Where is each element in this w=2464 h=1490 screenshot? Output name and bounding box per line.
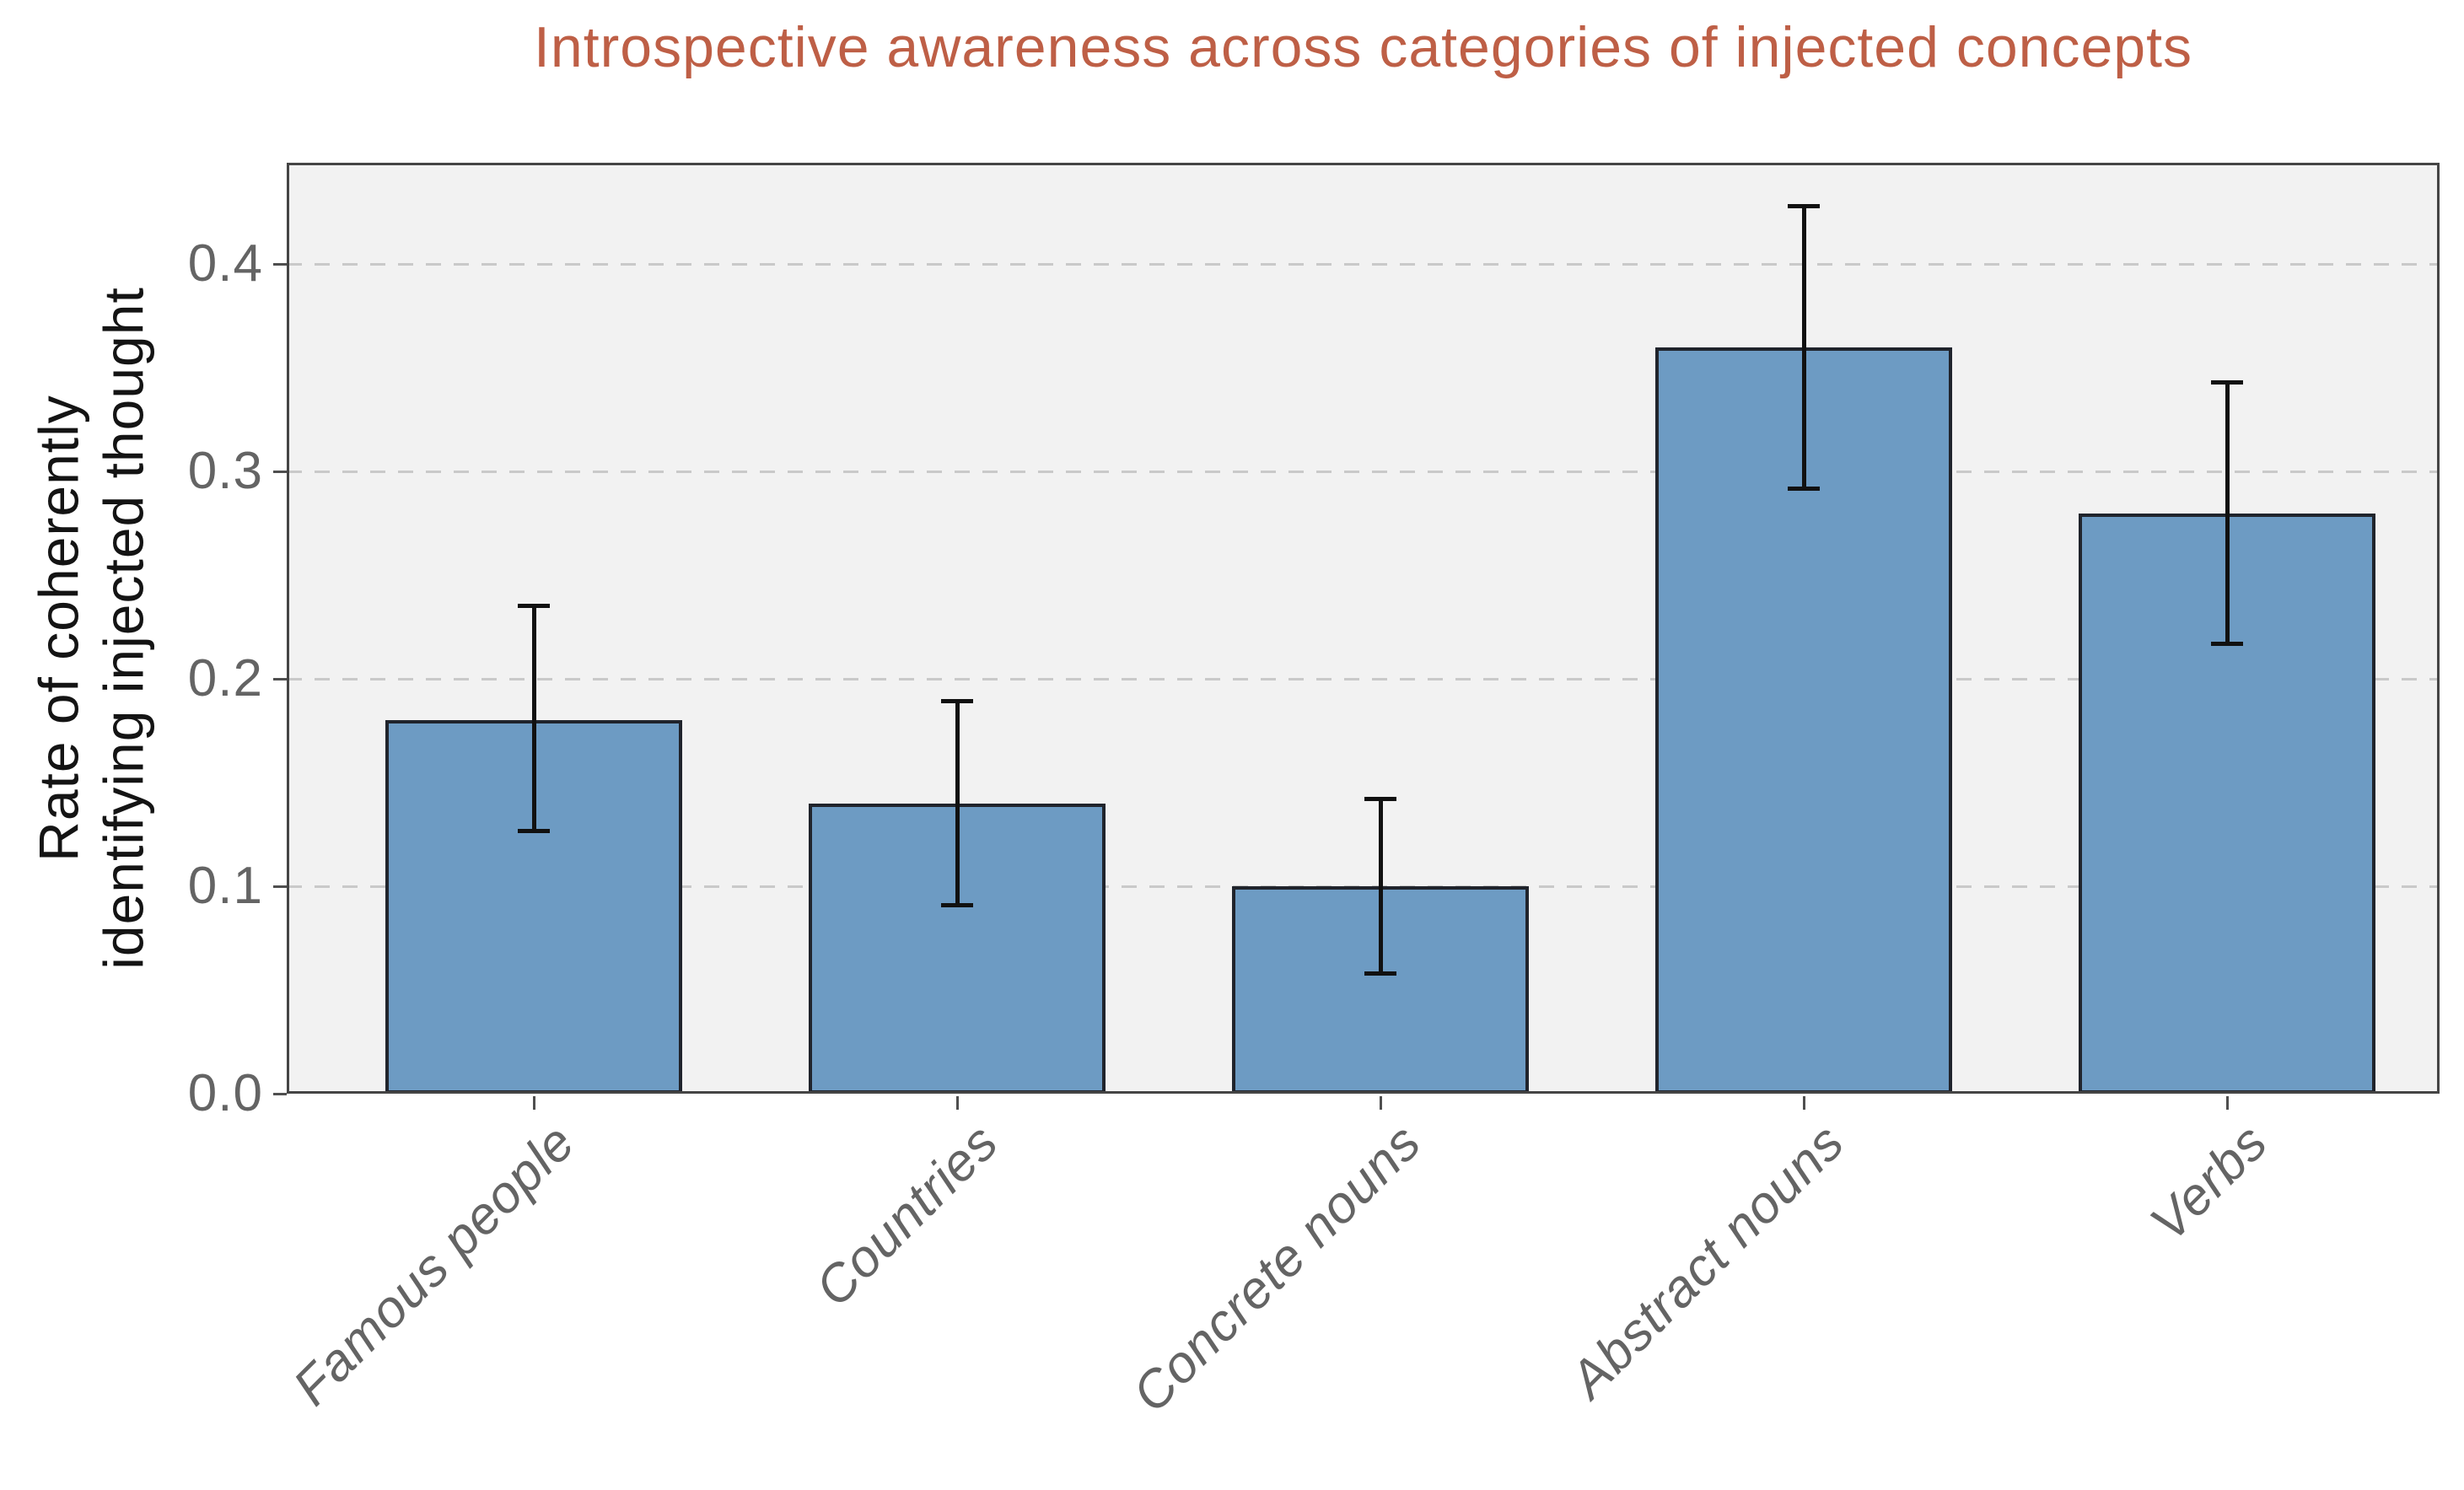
error-bar-line [1378, 799, 1383, 974]
x-tick-mark [1379, 1096, 1382, 1110]
y-tick-mark [273, 262, 287, 266]
error-bar-cap-top [2211, 379, 2243, 385]
error-bar-line [1801, 206, 1806, 489]
error-bar-cap-bottom [1788, 487, 1820, 492]
x-tick-label-abstract-nouns: Abstract nouns [1559, 1112, 1856, 1410]
plot-area [287, 163, 2440, 1094]
error-bar-line [531, 606, 536, 831]
x-tick-label-verbs: Verbs [2139, 1112, 2279, 1253]
gridline [287, 470, 2440, 473]
x-tick-mark [1802, 1096, 1805, 1110]
right-spine [2437, 163, 2440, 1094]
top-spine [287, 163, 2440, 165]
error-bar-cap-bottom [941, 903, 973, 908]
y-tick-label: 0.2 [187, 649, 263, 708]
error-bar-cap-top [941, 699, 973, 704]
y-tick-label: 0.3 [187, 442, 263, 501]
y-axis-label: Rate of coherently identifying injected … [27, 287, 154, 970]
error-bar-cap-bottom [2211, 642, 2243, 647]
y-tick-mark [273, 1092, 287, 1095]
y-tick-mark [273, 885, 287, 888]
y-tick-label: 0.1 [187, 857, 263, 916]
gridline [287, 677, 2440, 680]
error-bar-cap-top [1364, 796, 1396, 801]
error-bar-cap-bottom [518, 828, 550, 833]
x-tick-label-famous-people: Famous people [282, 1112, 586, 1417]
x-tick-label-countries: Countries [804, 1112, 1009, 1318]
x-tick-mark [532, 1096, 535, 1110]
y-tick-mark [273, 677, 287, 680]
error-bar-line [2225, 382, 2230, 644]
x-tick-mark [2225, 1096, 2229, 1110]
error-bar-cap-top [1788, 203, 1820, 208]
error-bar-cap-top [518, 604, 550, 609]
left-spine [287, 163, 289, 1094]
x-tick-mark [955, 1096, 959, 1110]
chart-title: Introspective awareness across categorie… [534, 15, 2192, 79]
y-tick-mark [273, 470, 287, 473]
bar-abstract-nouns [1655, 347, 1952, 1094]
error-bar-cap-bottom [1364, 971, 1396, 976]
bar-concrete-nouns [1232, 886, 1529, 1094]
gridline [287, 262, 2440, 266]
error-bar-line [955, 702, 960, 906]
y-tick-label: 0.0 [187, 1064, 263, 1122]
bottom-spine [287, 1091, 2440, 1094]
x-tick-label-concrete-nouns: Concrete nouns [1122, 1112, 1433, 1424]
y-tick-label: 0.4 [187, 234, 263, 293]
